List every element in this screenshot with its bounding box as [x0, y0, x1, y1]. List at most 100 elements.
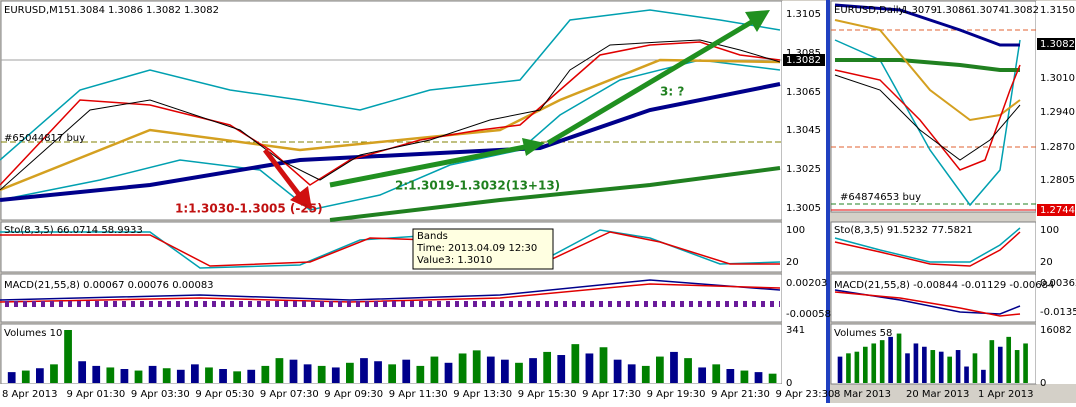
price-tick: 1.3150 [1040, 5, 1075, 16]
volume-bar [360, 358, 368, 383]
ohlc: 1.3086 [936, 5, 971, 16]
ma-slow [0, 82, 781, 202]
ohlc: 1.3082 [1004, 5, 1039, 16]
volume-bar [1023, 343, 1028, 383]
volume-bar [1014, 350, 1020, 383]
arrow [329, 143, 531, 188]
volume-tick: 0 [1040, 378, 1046, 389]
volume-bar [670, 351, 678, 383]
time-label: 9 Apr 13:30 [453, 389, 512, 400]
arrow-head [290, 186, 312, 210]
volume-bar [879, 340, 885, 383]
time-label: 9 Apr 07:30 [260, 389, 319, 400]
price-tick: 1.3065 [786, 87, 821, 98]
tooltip [412, 228, 554, 270]
arrow [546, 17, 757, 146]
volume-bar [947, 356, 952, 383]
price-axis [1036, 1, 1076, 384]
volume-bar [444, 362, 453, 383]
price-tick: 1.2940 [1040, 107, 1075, 118]
price-tick: 1.3085 [786, 48, 821, 59]
volume-bar [289, 359, 298, 383]
ma-line [834, 74, 1021, 161]
volume-bar [162, 368, 171, 383]
volume-bar [430, 356, 439, 383]
ma-long [329, 166, 781, 222]
volume-bar [317, 365, 326, 383]
macd-signal [834, 291, 1021, 317]
time-label: 8 Apr 2013 [2, 389, 57, 400]
arrow [263, 148, 302, 198]
volume-bar [896, 333, 902, 383]
annotation: 2:1.3019-1.3032(13+13) [395, 179, 560, 193]
volume-bar [888, 336, 893, 383]
sto-main [834, 231, 1021, 267]
order-label: #65044817 buy [4, 133, 85, 144]
volume-tick: 0 [786, 378, 792, 389]
price-tick: 1.3025 [786, 164, 821, 175]
current-price: 1.3082 [786, 55, 821, 66]
volume-bar [191, 364, 199, 383]
volume-bar [754, 372, 763, 383]
volume-bar [955, 350, 961, 383]
volume-bar [374, 361, 382, 383]
volume-bar [50, 364, 58, 383]
ohlc: 1.3074 [970, 5, 1005, 16]
ohlc: 1.3084 [70, 5, 105, 16]
ma-fast [834, 64, 1021, 171]
ma-long [835, 58, 1020, 72]
indicator-label: MACD(21,55,8) -0.00844 -0.01129 -0.00684 [834, 280, 1054, 291]
time-label: 9 Apr 17:30 [582, 389, 641, 400]
arrow-head [522, 138, 545, 156]
volume-bar [871, 343, 877, 383]
ohlc: 1.3086 [108, 5, 143, 16]
volume-bar [854, 351, 860, 383]
time-label: 20 Mar 2013 [906, 389, 969, 400]
time-label: 9 Apr 21:30 [711, 389, 770, 400]
price-marker [1037, 38, 1075, 50]
volume-bar [585, 353, 594, 383]
volume-bar [613, 359, 622, 383]
time-label: 9 Apr 05:30 [195, 389, 254, 400]
volume-bar [515, 362, 523, 383]
volume-tick: 341 [786, 325, 805, 336]
indicator-label: MACD(21,55,8) 0.00067 0.00076 0.00083 [4, 280, 214, 291]
sto-pane [0, 221, 783, 273]
volume-bar [458, 353, 467, 383]
volume-bar [938, 351, 944, 383]
ma-slow [834, 3, 1020, 47]
band-line [834, 39, 1021, 207]
volume-bar [922, 346, 927, 383]
ohlc: 1.3079 [902, 5, 937, 16]
volume-bar [261, 365, 270, 383]
volume-bar [416, 365, 425, 383]
volume-bar [981, 369, 986, 383]
time-label: 9 Apr 11:30 [389, 389, 448, 400]
volume-bar [1006, 336, 1012, 383]
sto-tick: 20 [786, 257, 799, 268]
volume-bar [627, 364, 636, 383]
volume-bar [641, 365, 650, 383]
volume-bar [78, 361, 87, 383]
volume-bar [768, 373, 777, 383]
time-label: 9 Apr 03:30 [131, 389, 190, 400]
volume-bar [529, 358, 537, 383]
window-divider [826, 0, 830, 403]
price-tick: 1.3005 [786, 203, 821, 214]
time-label: 9 Apr 23:30 [776, 389, 835, 400]
sto-tick: 100 [786, 225, 805, 236]
ma-mid [0, 58, 781, 192]
indicator-label: Sto(8,3,5) 66.0714 58.9933 [4, 225, 143, 236]
volume-bar [64, 330, 72, 383]
volume-bar [846, 353, 851, 383]
price-tick: 1.3010 [1040, 73, 1075, 84]
price-marker [783, 54, 825, 66]
volume-bar [219, 369, 227, 383]
chart-title: EURUSD,Daily [834, 5, 905, 16]
time-label: 9 Apr 09:30 [324, 389, 383, 400]
volume-bar [247, 369, 256, 383]
indicator-label: Volumes 58 [834, 328, 892, 339]
order-marker [1037, 204, 1075, 216]
price-tick: 1.3045 [786, 125, 821, 136]
